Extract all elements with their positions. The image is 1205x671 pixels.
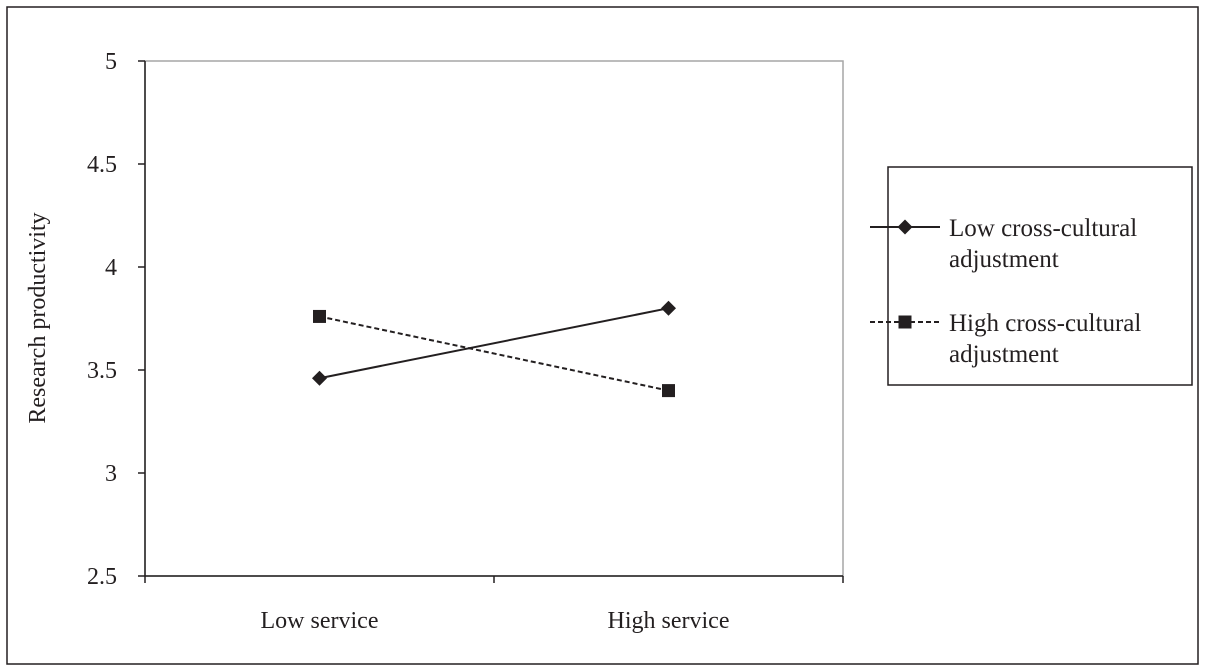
x-tick-label: High service [608, 608, 730, 634]
legend-label-1-line-2: adjustment [949, 246, 1059, 273]
series-1-point [661, 300, 676, 316]
y-tick-label: 2.5 [87, 564, 117, 590]
series-1-point [312, 370, 327, 386]
series-2-point [662, 384, 675, 398]
y-tick-label: 4.5 [87, 152, 117, 178]
series-1 [312, 300, 676, 386]
series-2-line [319, 315, 669, 392]
series-2-point [313, 309, 326, 323]
y-tick-label: 4 [105, 255, 117, 281]
y-axis: 2.5 3 3.5 4 4.5 5 [87, 49, 146, 590]
x-axis: Low service High service [144, 575, 844, 634]
legend-entry-2: High cross-cultural adjustment [870, 310, 1141, 368]
x-tick-label: Low service [261, 608, 379, 634]
y-tick-label: 3 [105, 461, 117, 487]
outer-frame [6, 6, 1199, 665]
plot-area [144, 60, 844, 577]
legend-box [887, 166, 1193, 386]
series-layer [312, 300, 676, 398]
legend-marker-2 [898, 315, 912, 329]
series-1-line [319, 307, 669, 380]
legend-label-2-line-1: High cross-cultural [949, 310, 1141, 337]
legend-label-1-line-1: Low cross-cultural [949, 215, 1137, 242]
legend-entry-1: Low cross-cultural adjustment [870, 215, 1137, 273]
y-tick-label: 5 [105, 49, 117, 75]
y-tick-label: 3.5 [87, 358, 117, 384]
legend-marker-1 [897, 219, 913, 235]
series-2 [313, 309, 675, 398]
legend-label-2-line-2: adjustment [949, 341, 1059, 368]
y-axis-title: Research productivity [25, 212, 51, 423]
